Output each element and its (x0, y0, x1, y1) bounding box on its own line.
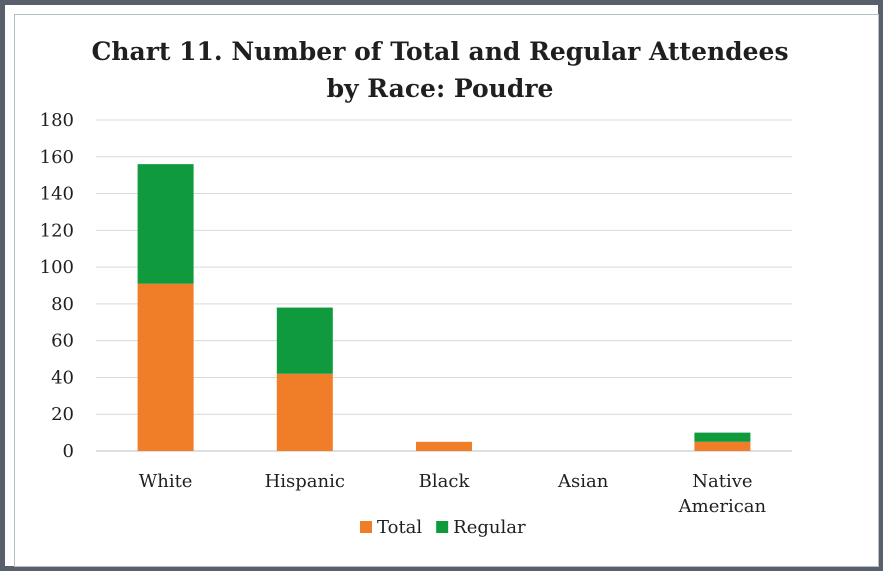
chart-subtitle: by Race: Poudre (327, 74, 554, 103)
grid-lines (96, 119, 792, 452)
x-category-label: Asian (557, 471, 609, 492)
y-tick-label: 80 (51, 294, 74, 315)
bar-regular-white (137, 164, 194, 284)
legend: Total Regular (360, 517, 526, 538)
x-category-label: Native American (678, 471, 767, 517)
bar-total-hispanic (276, 373, 333, 451)
y-tick-label: 0 (63, 441, 74, 462)
y-tick-label: 120 (40, 220, 74, 241)
chart-inner-border (14, 14, 879, 567)
bar-total-white (137, 283, 194, 451)
bars (137, 164, 751, 451)
y-tick-label: 60 (51, 331, 74, 352)
x-category-label: Black (419, 471, 471, 492)
y-axis: 0 20 40 60 80 100 120 140 160 180 (40, 110, 74, 462)
y-tick-label: 40 (51, 367, 74, 388)
legend-label-regular: Regular (453, 517, 526, 538)
chart-title: Chart 11. Number of Total and Regular At… (91, 37, 788, 66)
legend-swatch-total (360, 521, 372, 533)
legend-label-total: Total (377, 517, 422, 538)
y-tick-label: 160 (40, 147, 74, 168)
y-tick-label: 100 (40, 257, 74, 278)
x-axis: White Hispanic Black Asian Native American (139, 471, 767, 517)
bar-regular-native-american (694, 432, 751, 442)
bar-regular-hispanic (276, 307, 333, 374)
bar-total-native-american (694, 441, 751, 451)
y-tick-label: 20 (51, 404, 74, 425)
y-tick-label: 180 (40, 110, 74, 131)
bar-total-black (416, 441, 472, 451)
y-tick-label: 140 (40, 184, 74, 205)
legend-swatch-regular (436, 521, 449, 533)
x-category-label: White (139, 471, 193, 492)
x-category-label: Hispanic (265, 471, 345, 492)
